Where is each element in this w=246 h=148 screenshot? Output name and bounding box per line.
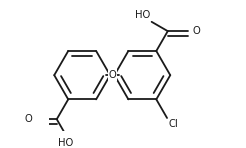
Text: O: O [192, 26, 200, 36]
Text: HO: HO [59, 138, 74, 148]
Text: Cl: Cl [169, 119, 178, 129]
Text: O: O [108, 70, 116, 80]
Text: O: O [24, 114, 32, 124]
Text: HO: HO [135, 10, 150, 20]
